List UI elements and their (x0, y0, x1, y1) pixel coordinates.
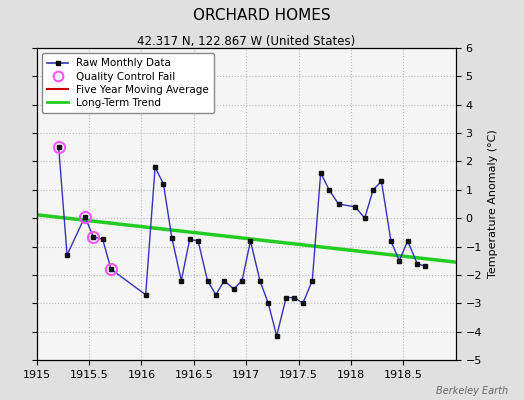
Text: ORCHARD HOMES: ORCHARD HOMES (193, 8, 331, 23)
Legend: Raw Monthly Data, Quality Control Fail, Five Year Moving Average, Long-Term Tren: Raw Monthly Data, Quality Control Fail, … (42, 53, 214, 113)
Title: 42.317 N, 122.867 W (United States): 42.317 N, 122.867 W (United States) (137, 35, 355, 48)
Y-axis label: Temperature Anomaly (°C): Temperature Anomaly (°C) (488, 130, 498, 278)
Text: Berkeley Earth: Berkeley Earth (436, 386, 508, 396)
